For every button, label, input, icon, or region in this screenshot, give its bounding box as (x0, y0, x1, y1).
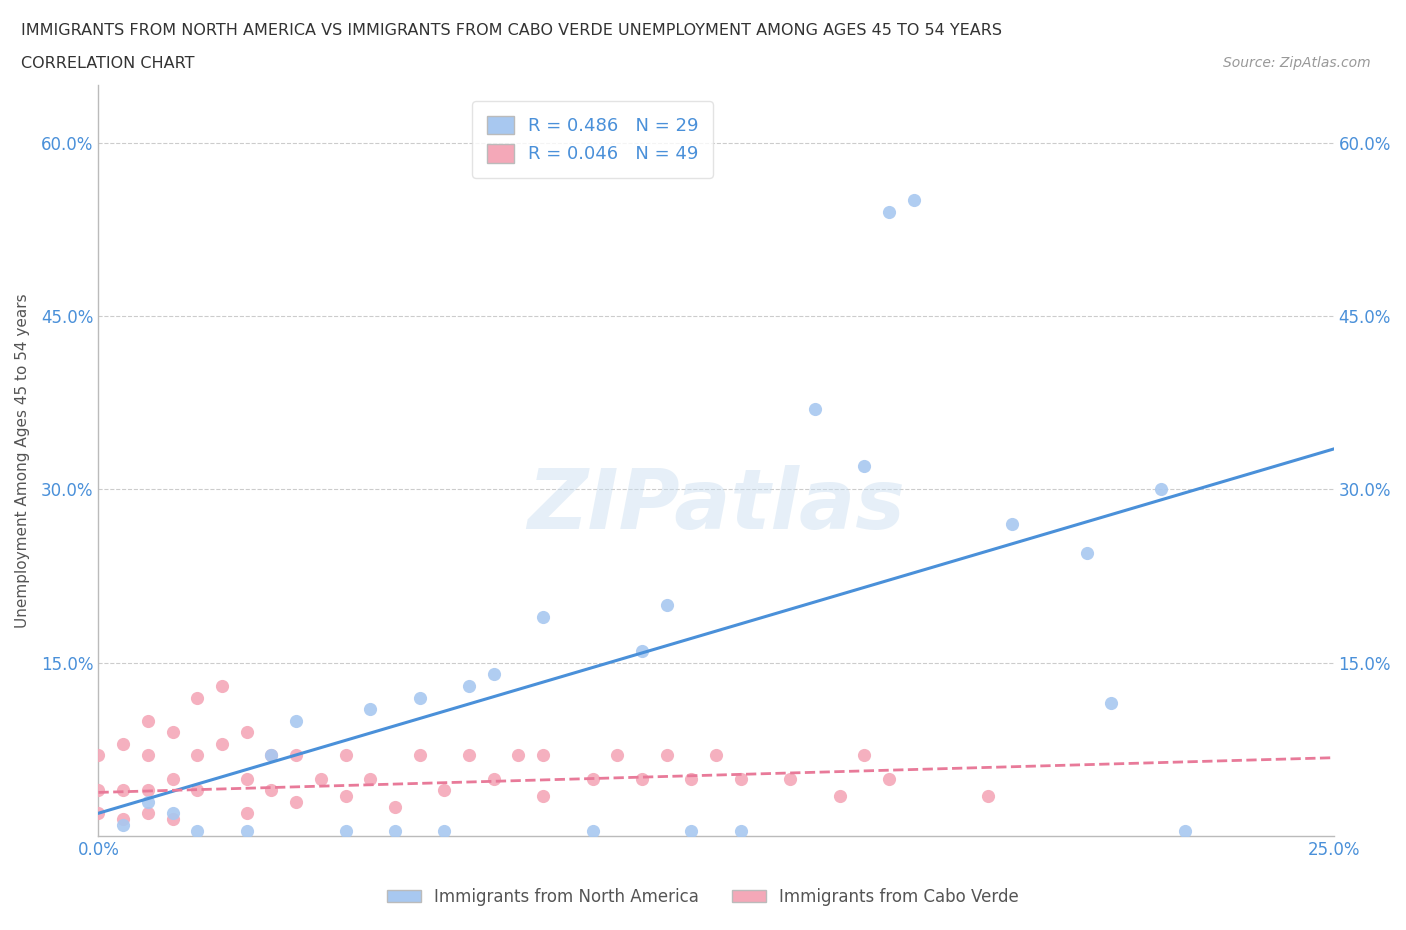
Text: ZIPatlas: ZIPatlas (527, 465, 905, 546)
Point (730, 771, 752, 786)
Point (458, 748, 481, 763)
Point (681, 823, 703, 838)
Point (136, 805, 159, 820)
Point (359, 771, 381, 786)
Point (87, 783, 110, 798)
Point (136, 794, 159, 809)
Point (285, 748, 308, 763)
Point (384, 823, 406, 838)
Point (631, 771, 654, 786)
Point (804, 401, 827, 416)
Point (1099, 696, 1122, 711)
Point (1150, 482, 1173, 497)
Point (186, 748, 208, 763)
Point (1174, 823, 1197, 838)
Point (779, 771, 801, 786)
Point (631, 644, 654, 658)
Legend: Immigrants from North America, Immigrants from Cabo Verde: Immigrants from North America, Immigrant… (381, 881, 1025, 912)
Point (260, 748, 283, 763)
Point (285, 794, 308, 809)
Point (877, 771, 900, 786)
Point (508, 748, 530, 763)
Point (335, 748, 357, 763)
Point (458, 679, 481, 694)
Point (581, 771, 603, 786)
Point (211, 679, 233, 694)
Point (655, 748, 678, 763)
Point (877, 205, 900, 219)
Point (828, 789, 851, 804)
Point (606, 748, 628, 763)
Text: Source: ZipAtlas.com: Source: ZipAtlas.com (1223, 56, 1371, 70)
Point (136, 783, 159, 798)
Point (482, 667, 505, 682)
Point (211, 737, 233, 751)
Point (1001, 517, 1024, 532)
Legend: R = 0.486   N = 29, R = 0.046   N = 49: R = 0.486 N = 29, R = 0.046 N = 49 (472, 101, 713, 178)
Point (977, 789, 1000, 804)
Point (681, 771, 703, 786)
Point (359, 702, 381, 717)
Point (186, 783, 208, 798)
Point (482, 771, 505, 786)
Text: IMMIGRANTS FROM NORTH AMERICA VS IMMIGRANTS FROM CABO VERDE UNEMPLOYMENT AMONG A: IMMIGRANTS FROM NORTH AMERICA VS IMMIGRA… (21, 23, 1002, 38)
Point (162, 724, 184, 739)
Point (853, 458, 876, 473)
Point (433, 783, 456, 798)
Point (186, 690, 208, 705)
Point (853, 748, 876, 763)
Point (136, 713, 159, 728)
Point (704, 748, 727, 763)
Point (87, 805, 110, 820)
Point (112, 812, 135, 827)
Point (87, 748, 110, 763)
Point (730, 823, 752, 838)
Point (309, 771, 332, 786)
Point (112, 737, 135, 751)
Point (433, 823, 456, 838)
Point (408, 690, 430, 705)
Point (235, 823, 257, 838)
Point (186, 823, 208, 838)
Text: CORRELATION CHART: CORRELATION CHART (21, 56, 194, 71)
Point (335, 789, 357, 804)
Point (162, 812, 184, 827)
Point (136, 748, 159, 763)
Y-axis label: Unemployment Among Ages 45 to 54 years: Unemployment Among Ages 45 to 54 years (15, 293, 30, 628)
Point (162, 805, 184, 820)
Point (235, 724, 257, 739)
Point (260, 783, 283, 798)
Point (408, 748, 430, 763)
Point (531, 748, 554, 763)
Point (903, 193, 925, 207)
Point (384, 800, 406, 815)
Point (655, 598, 678, 613)
Point (1076, 546, 1098, 561)
Point (162, 771, 184, 786)
Point (260, 748, 283, 763)
Point (531, 609, 554, 624)
Point (235, 805, 257, 820)
Point (112, 817, 135, 832)
Point (335, 823, 357, 838)
Point (531, 789, 554, 804)
Point (285, 713, 308, 728)
Point (112, 783, 135, 798)
Point (581, 823, 603, 838)
Point (235, 771, 257, 786)
